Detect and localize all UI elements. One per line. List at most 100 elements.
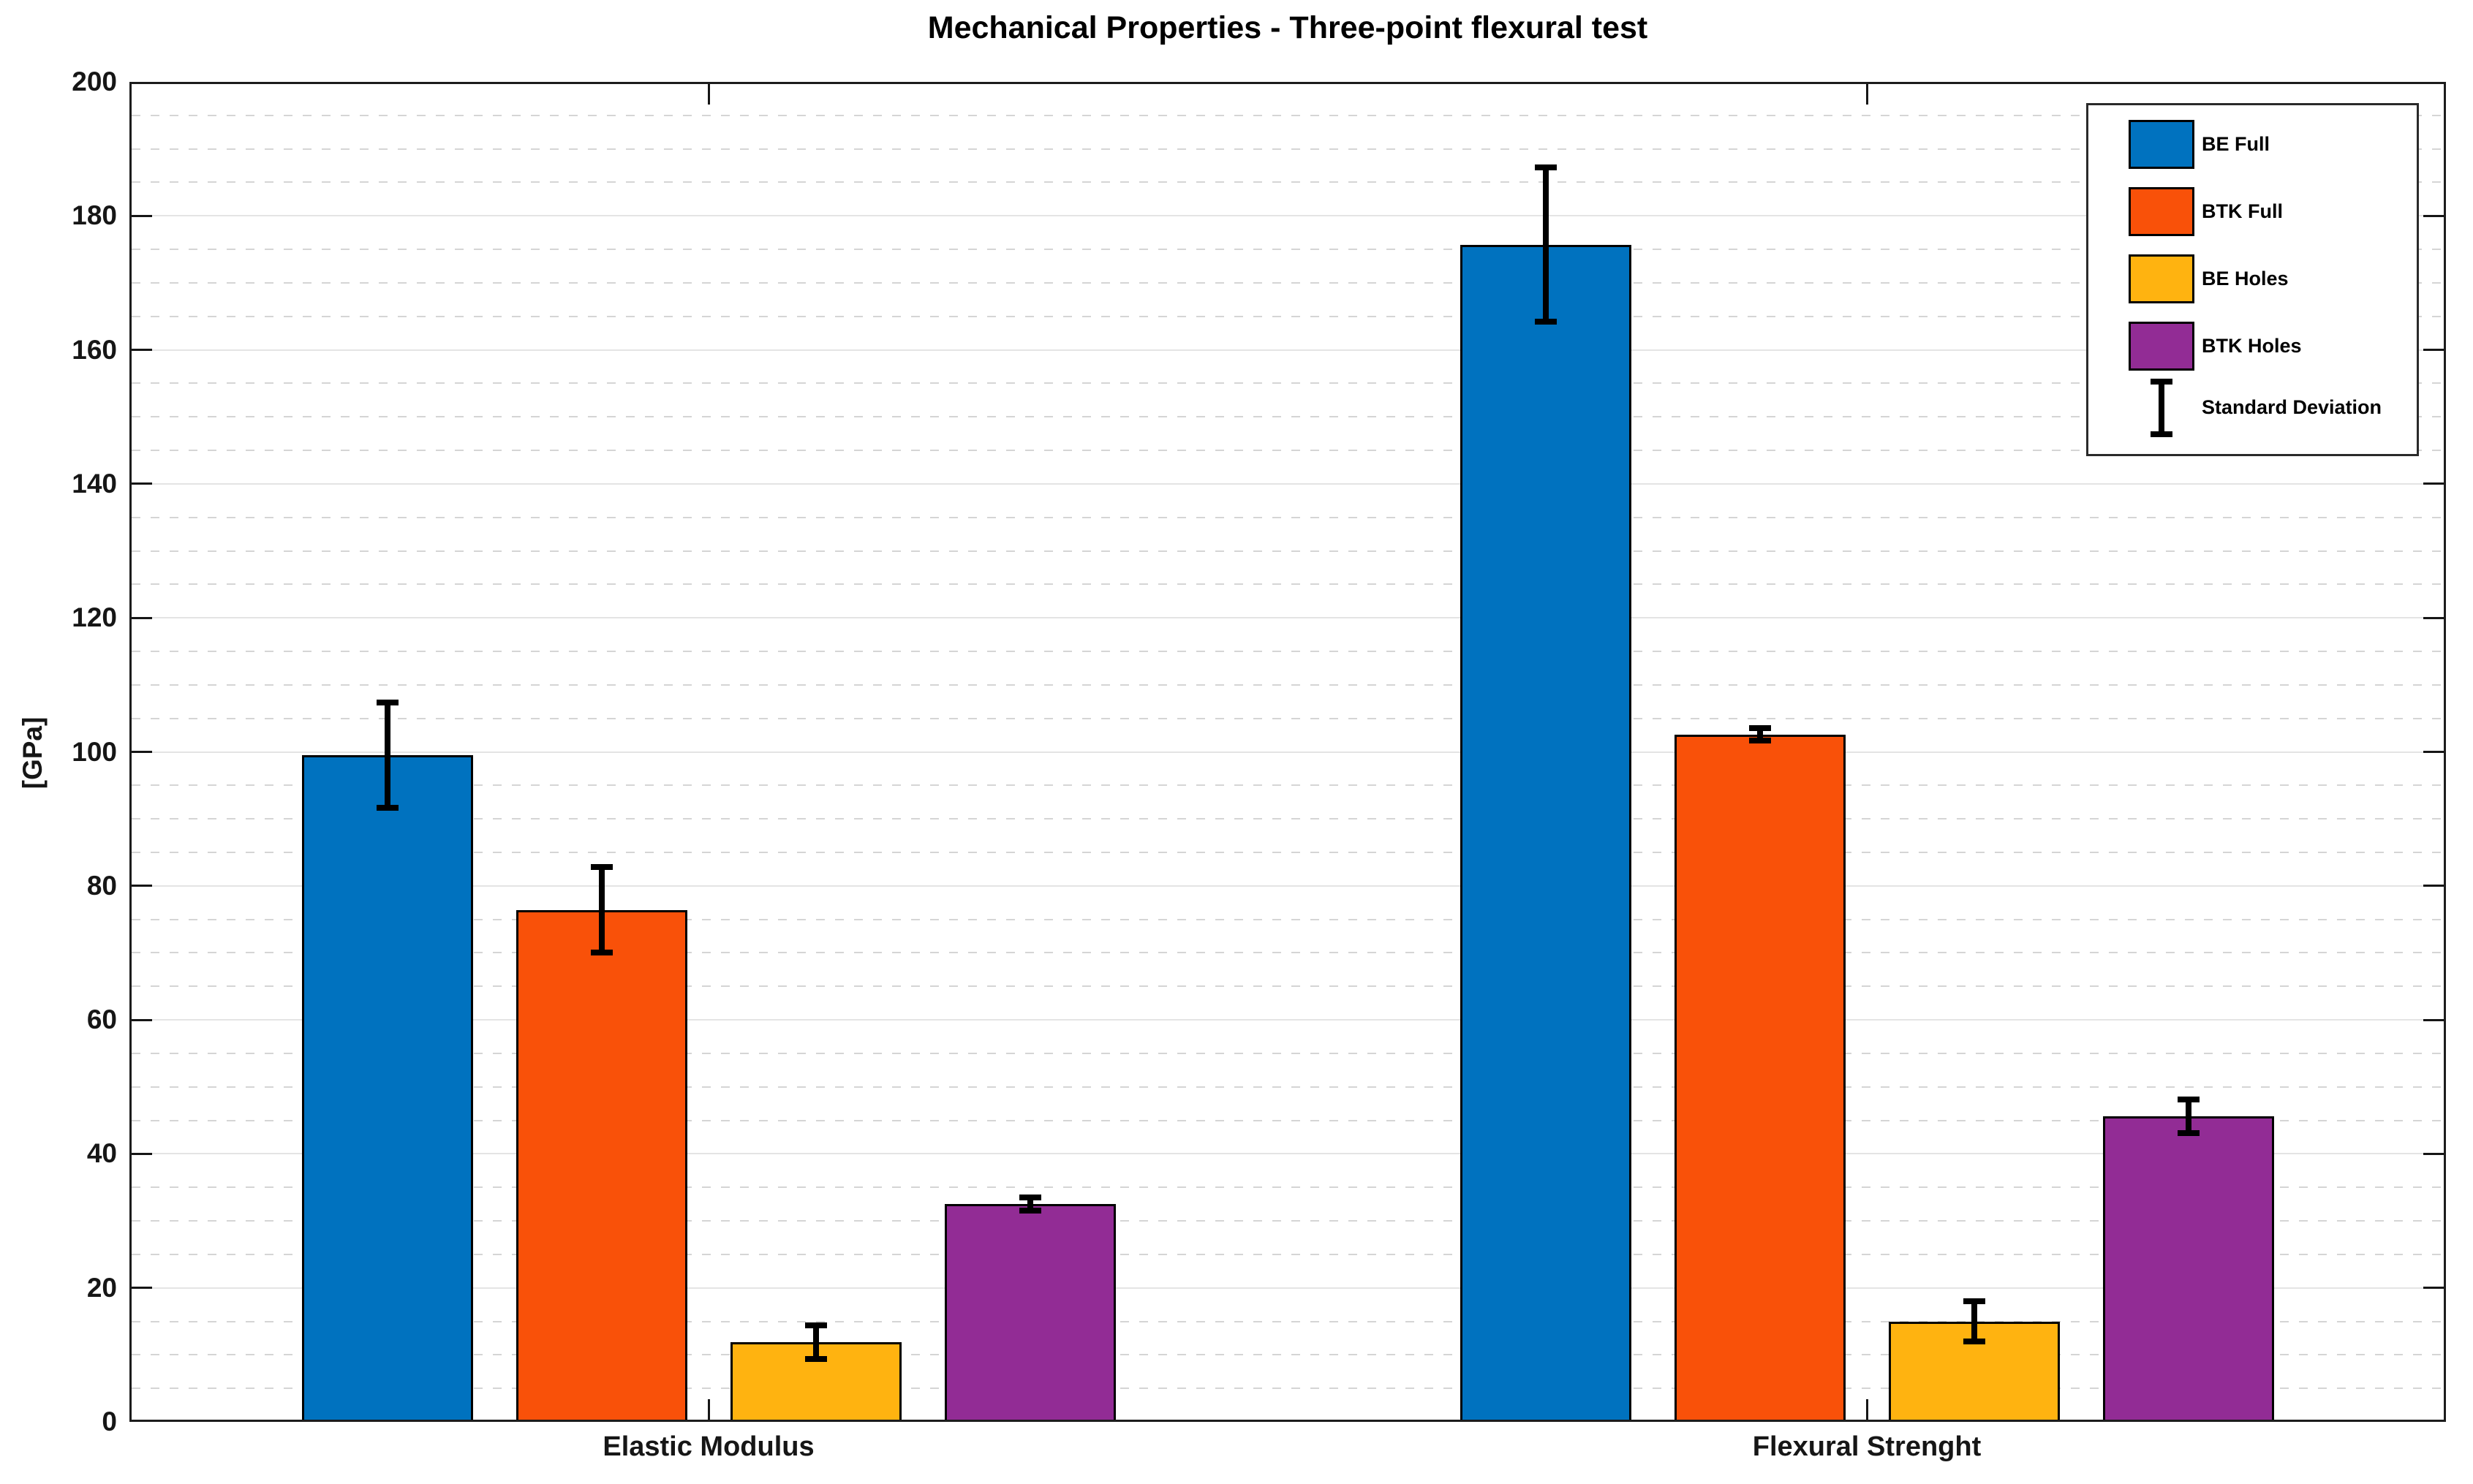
chart-title: Mechanical Properties - Three-point flex… [927, 10, 1648, 45]
y-tick-right-80 [2423, 885, 2444, 887]
errorbar-cap-bottom-btk-full-flexural-strenght [1748, 737, 1771, 743]
gridline-minor-25 [132, 1253, 2444, 1255]
legend-label-standard-deviation: Standard Deviation [2202, 396, 2382, 418]
errorbar-be-holes-flexural-strenght [1971, 1301, 1977, 1341]
gridline-minor-145 [132, 450, 2444, 452]
bar-btk-full-flexural-strenght [1674, 734, 1846, 1422]
gridline-minor-10 [132, 1354, 2444, 1356]
y-tick-left-80 [132, 885, 152, 887]
errorbar-cap-top-be-holes-flexural-strenght [1963, 1298, 1985, 1305]
errorbar-be-holes-elastic-modulus [812, 1325, 819, 1359]
gridline-major-80 [132, 885, 2444, 887]
y-tick-left-60 [132, 1018, 152, 1021]
legend-swatch-btk-full [2129, 187, 2194, 236]
y-tick-right-160 [2423, 349, 2444, 352]
y-tick-right-60 [2423, 1018, 2444, 1021]
gridline-minor-190 [132, 148, 2444, 150]
gridline-minor-65 [132, 985, 2444, 988]
x-axis-line [129, 1420, 2446, 1422]
errorbar-be-full-flexural-strenght [1542, 167, 1549, 322]
y-tick-left-160 [132, 349, 152, 352]
errorbar-cap-bottom-be-full-elastic-modulus [376, 805, 399, 811]
errorbar-cap-top-be-full-flexural-strenght [1534, 164, 1557, 171]
x-tick-label-elastic-modulus: Elastic Modulus [603, 1431, 815, 1462]
errorbar-cap-bottom-btk-full-elastic-modulus [590, 950, 613, 956]
gridline-minor-195 [132, 114, 2444, 116]
axis-right-line [2444, 82, 2446, 1422]
legend-std-icon-cap-bottom [2151, 431, 2172, 437]
y-axis-line [129, 82, 132, 1422]
gridline-minor-50 [132, 1086, 2444, 1088]
y-tick-label-100: 100 [72, 736, 117, 767]
errorbar-cap-top-btk-holes-elastic-modulus [1019, 1194, 1041, 1200]
gridline-major-140 [132, 482, 2444, 485]
gridline-major-40 [132, 1153, 2444, 1155]
gridline-minor-105 [132, 717, 2444, 719]
gridline-minor-15 [132, 1320, 2444, 1322]
bar-btk-full-elastic-modulus [516, 909, 687, 1422]
legend: BE Full BTK Full BE Holes BTK Holes Standard… [2086, 103, 2419, 456]
legend-swatch-be-full [2129, 120, 2194, 169]
y-tick-left-140 [132, 482, 152, 485]
gridline-major-60 [132, 1019, 2444, 1021]
gridline-major-160 [132, 349, 2444, 351]
y-tick-label-140: 140 [72, 468, 117, 499]
x-tick-bottom-flexural-strenght [1865, 1399, 1868, 1420]
gridline-minor-30 [132, 1220, 2444, 1222]
errorbar-cap-top-btk-full-flexural-strenght [1748, 725, 1771, 732]
gridline-major-100 [132, 751, 2444, 753]
bar-be-full-elastic-modulus [301, 755, 473, 1422]
legend-std-icon-cap-top [2151, 379, 2172, 385]
bar-btk-holes-elastic-modulus [944, 1204, 1116, 1422]
errorbar-btk-full-elastic-modulus [598, 867, 605, 953]
y-tick-right-20 [2423, 1287, 2444, 1290]
errorbar-cap-top-btk-holes-flexural-strenght [2177, 1097, 2200, 1103]
errorbar-cap-bottom-be-holes-flexural-strenght [1963, 1339, 1985, 1345]
gridline-minor-175 [132, 249, 2444, 251]
errorbar-be-full-elastic-modulus [384, 702, 390, 809]
gridline-minor-70 [132, 952, 2444, 954]
gridline-minor-55 [132, 1052, 2444, 1054]
legend-label-be-holes: BE Holes [2202, 268, 2289, 289]
x-tick-bottom-elastic-modulus [707, 1399, 710, 1420]
x-tick-top-elastic-modulus [707, 84, 710, 105]
y-tick-left-120 [132, 616, 152, 619]
y-tick-label-160: 160 [72, 334, 117, 365]
gridline-major-180 [132, 215, 2444, 217]
y-tick-left-180 [132, 214, 152, 217]
y-tick-right-120 [2423, 616, 2444, 619]
errorbar-cap-top-be-full-elastic-modulus [376, 699, 399, 705]
errorbar-cap-top-be-holes-elastic-modulus [804, 1322, 827, 1329]
y-tick-right-40 [2423, 1152, 2444, 1155]
gridline-minor-45 [132, 1119, 2444, 1121]
y-tick-label-120: 120 [72, 602, 117, 633]
gridline-minor-130 [132, 550, 2444, 552]
gridline-minor-110 [132, 684, 2444, 686]
errorbar-btk-holes-flexural-strenght [2185, 1099, 2191, 1133]
errorbar-cap-top-btk-full-elastic-modulus [590, 864, 613, 871]
errorbar-cap-bottom-be-holes-elastic-modulus [804, 1355, 827, 1362]
bar-be-full-flexural-strenght [1460, 244, 1631, 1422]
legend-label-btk-full: BTK Full [2202, 200, 2283, 222]
gridline-minor-35 [132, 1186, 2444, 1189]
gridline-major-20 [132, 1287, 2444, 1289]
axis-top-line [129, 82, 2446, 84]
legend-label-btk-holes: BTK Holes [2202, 335, 2302, 357]
y-tick-label-200: 200 [72, 67, 117, 96]
gridline-minor-75 [132, 918, 2444, 920]
y-tick-left-100 [132, 751, 152, 753]
gridline-minor-95 [132, 784, 2444, 787]
gridline-minor-85 [132, 851, 2444, 853]
bar-btk-holes-flexural-strenght [2102, 1116, 2274, 1422]
errorbar-btk-full-flexural-strenght [1756, 728, 1763, 741]
y-tick-left-20 [132, 1287, 152, 1290]
gridline-major-120 [132, 617, 2444, 619]
y-tick-right-180 [2423, 214, 2444, 217]
y-tick-label-40: 40 [86, 1138, 117, 1169]
errorbar-btk-holes-elastic-modulus [1027, 1197, 1033, 1211]
y-tick-left-40 [132, 1152, 152, 1155]
gridline-minor-5 [132, 1388, 2444, 1390]
legend-std-icon [2159, 382, 2164, 434]
gridline-minor-135 [132, 516, 2444, 518]
y-tick-label-60: 60 [86, 1004, 117, 1035]
